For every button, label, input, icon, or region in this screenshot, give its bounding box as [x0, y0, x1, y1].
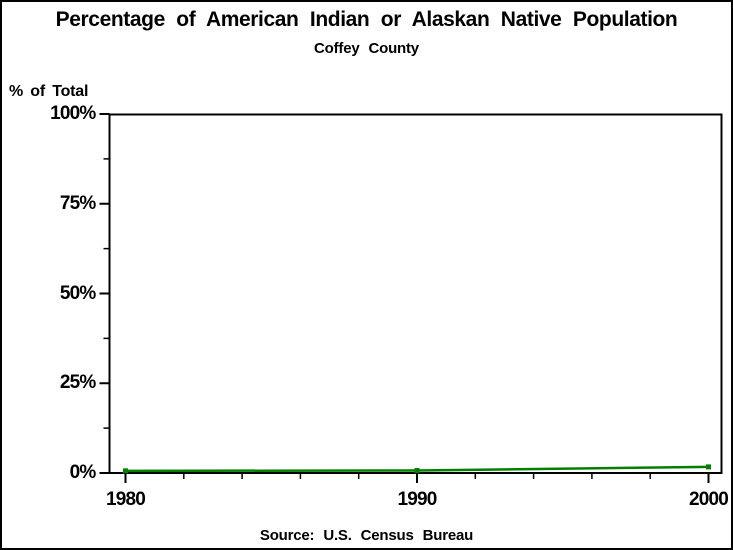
data-point-marker — [414, 467, 420, 473]
x-tick-label: 1980 — [105, 489, 146, 510]
y-tick-label: 50% — [59, 282, 96, 304]
y-tick-label: 100% — [50, 103, 96, 124]
y-tick-label: 75% — [59, 192, 96, 214]
y-tick-label: 25% — [59, 372, 96, 394]
y-axis-title: % of Total — [9, 83, 89, 100]
source-note: Source: U.S. Census Bureau — [259, 527, 474, 544]
y-tick-label: 0% — [69, 462, 97, 483]
chart-title: Percentage of American Indian or Alaskan… — [55, 8, 678, 31]
data-point-marker — [706, 464, 711, 470]
data-point-marker — [123, 468, 128, 474]
x-tick-label: 2000 — [688, 489, 729, 510]
x-tick-label: 1990 — [397, 489, 437, 510]
axis-frame — [108, 113, 723, 474]
chart-subtitle: Coffey County — [314, 40, 419, 57]
